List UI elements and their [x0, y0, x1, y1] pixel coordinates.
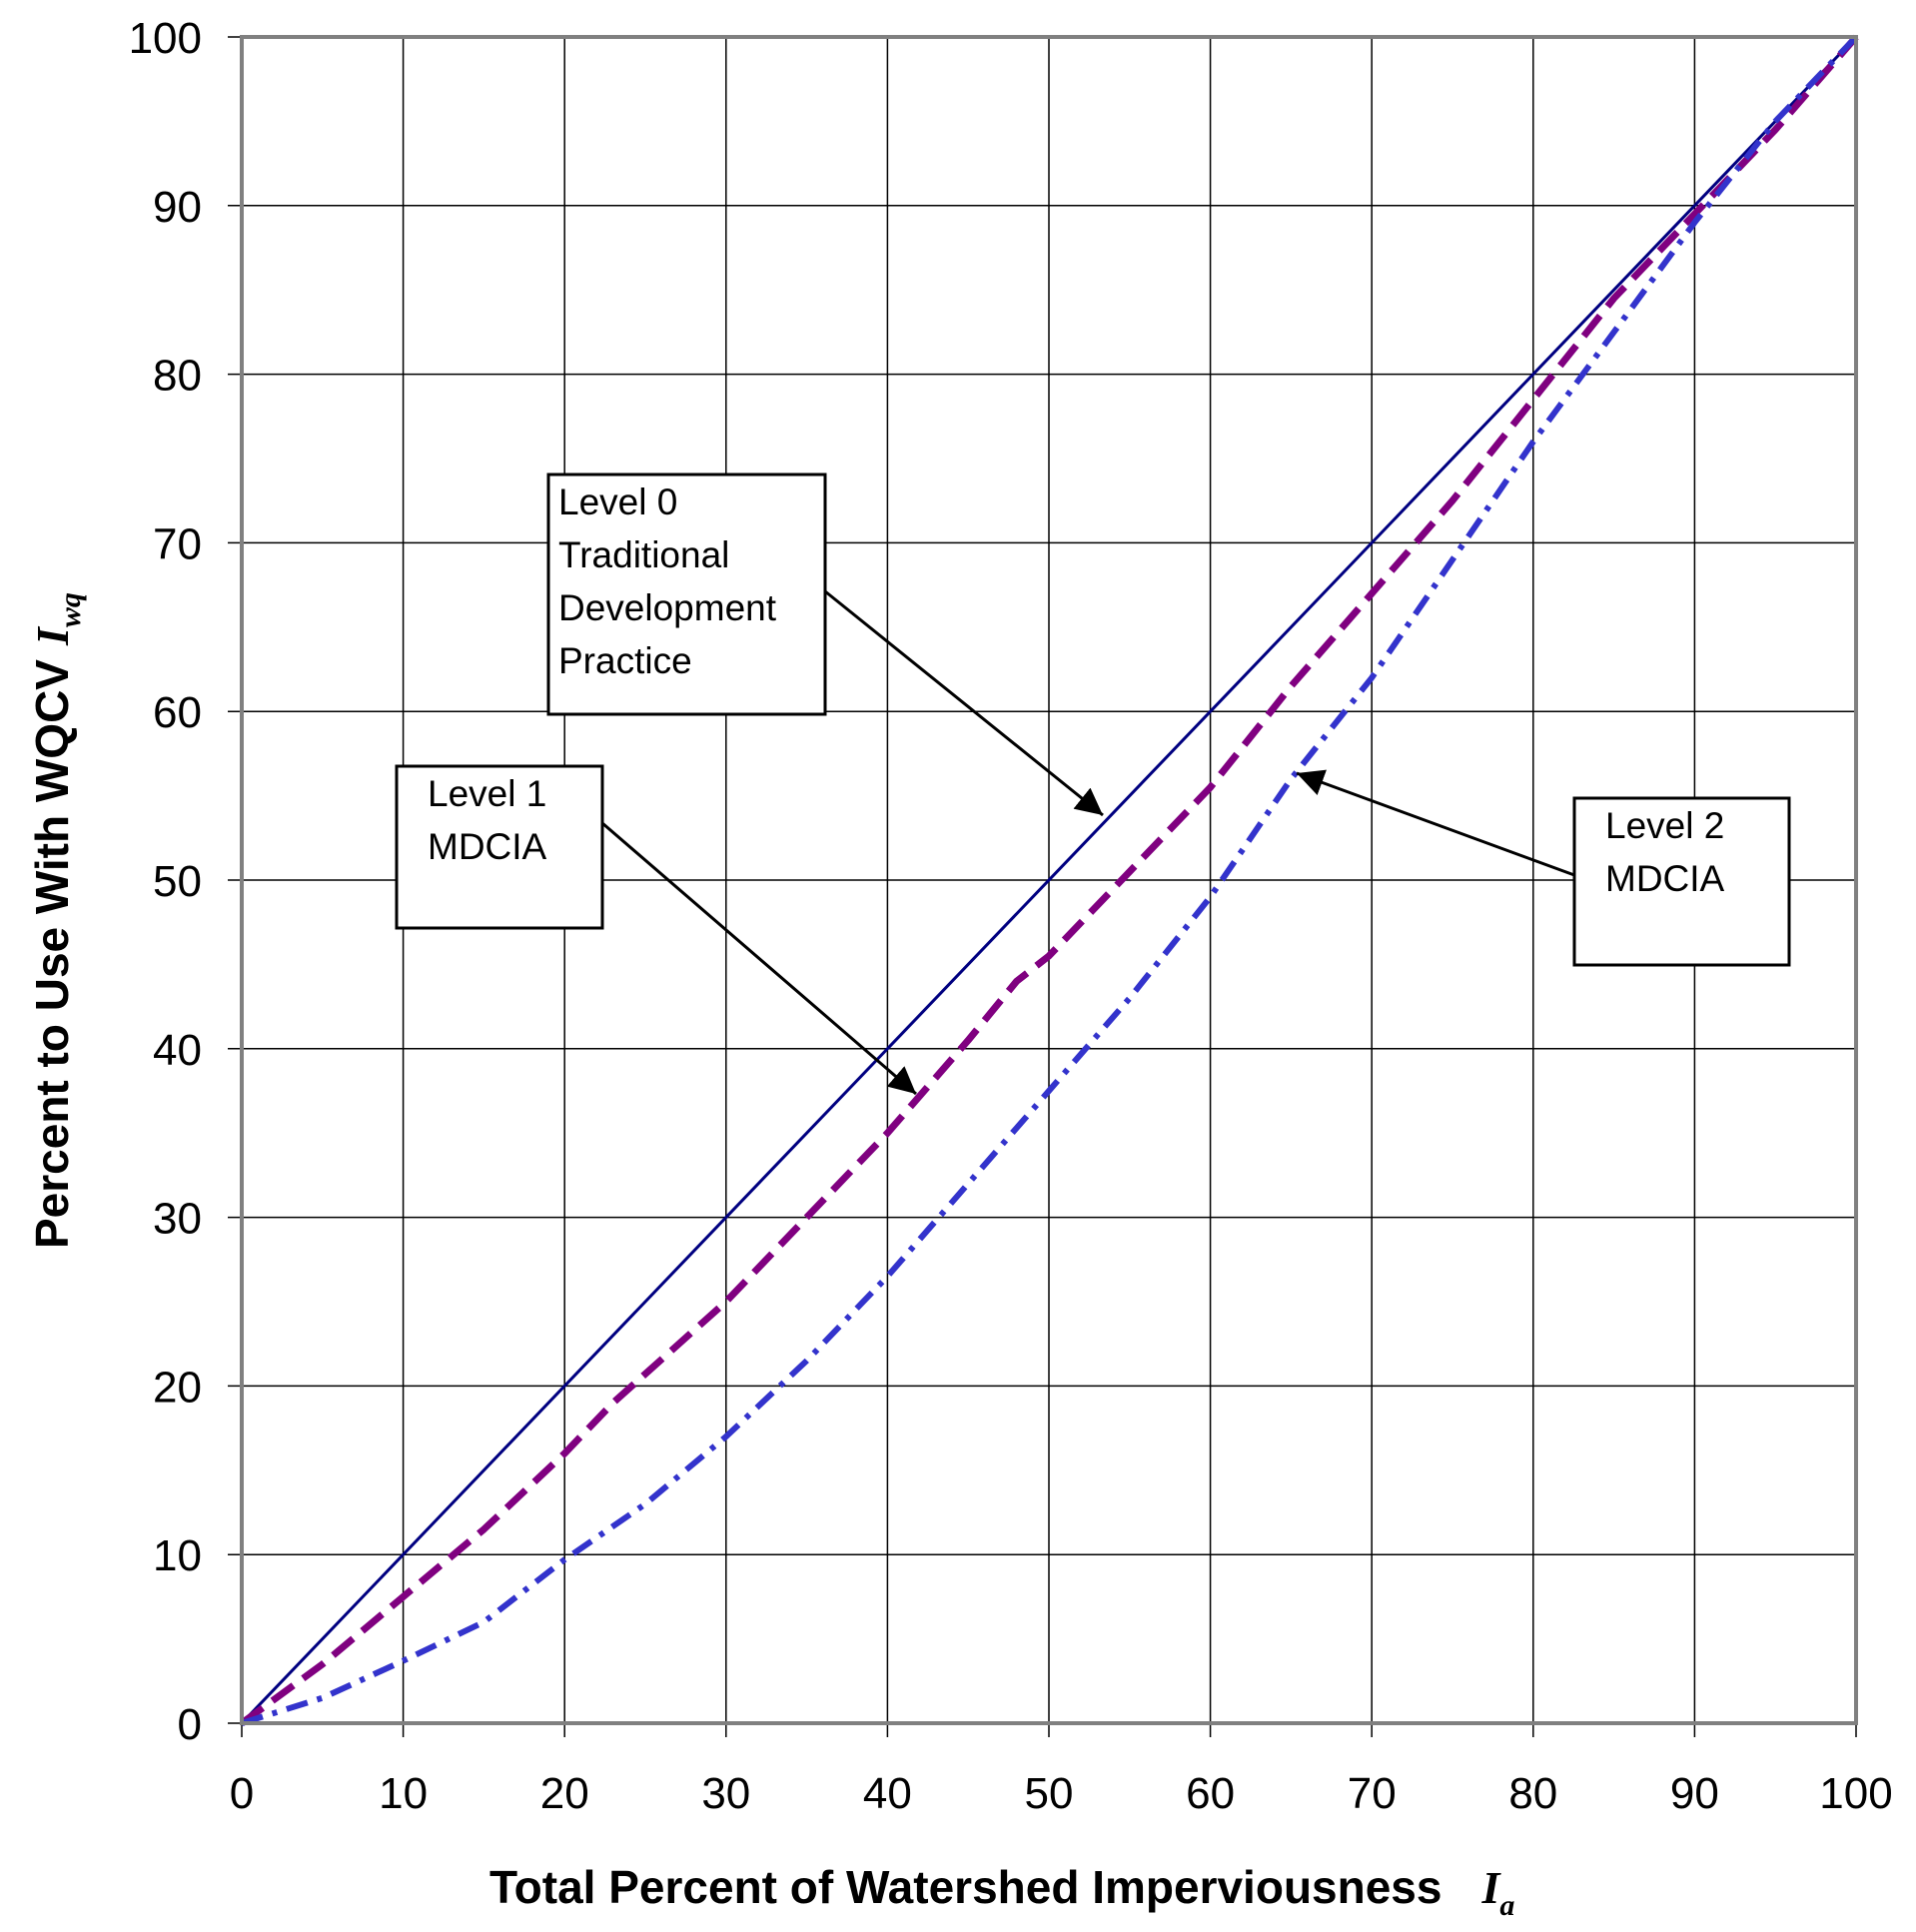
y-tick-label: 90	[153, 183, 202, 232]
annotation-text: MDCIA	[1605, 858, 1725, 899]
annotation-arrow	[601, 821, 917, 1096]
y-tick-label: 40	[153, 1026, 202, 1075]
annotation-box	[395, 764, 604, 930]
annotation-arrow	[824, 589, 1104, 817]
series-lines	[239, 34, 1859, 1726]
annotation-text: Level 2	[1605, 805, 1724, 846]
x-tick-label: 80	[1508, 1769, 1557, 1818]
annotation-box	[1572, 796, 1791, 967]
y-tick-label: 30	[153, 1195, 202, 1244]
annotations: Level 0TraditionalDevelopmentPracticeLev…	[395, 473, 1791, 1096]
tick-labels: 0 10 20 30 40 50 60 70 80 90 100 0 10 20 30 40 50 60 70 80 9…	[129, 14, 1893, 1818]
x-tick-label: 90	[1670, 1769, 1719, 1818]
y-tick-label: 50	[153, 857, 202, 906]
x-tick-label: 100	[1819, 1769, 1892, 1818]
x-tick-label: 20	[540, 1769, 589, 1818]
annotation-text: Traditional	[558, 534, 729, 575]
y-tick-label: 10	[153, 1531, 202, 1580]
y-axis-title: Percent to Use With WQCVIwq	[26, 592, 87, 1249]
y-tick-label: 100	[129, 14, 202, 63]
annotation-level-1: Level 1 MDCIA	[395, 764, 917, 1096]
series-level-1-line	[239, 34, 1859, 1726]
x-tick-label: 30	[701, 1769, 750, 1818]
x-axis-title: Total Percent of Watershed Imperviousnes…	[489, 1861, 1514, 1922]
annotation-text: Level 1	[428, 773, 546, 814]
x-tick-label: 10	[379, 1769, 428, 1818]
plot-frame	[240, 35, 1858, 1725]
annotation-text: Level 0	[558, 482, 677, 522]
y-tick-label: 70	[153, 519, 202, 568]
y-tick-label: 0	[178, 1700, 202, 1749]
y-tick-label: 20	[153, 1363, 202, 1412]
annotation-level-2: Level 2 MDCIA	[1296, 769, 1791, 967]
annotation-text: MDCIA	[428, 826, 547, 867]
annotation-level-0: Level 0 Traditional Development Practice	[546, 473, 1104, 817]
series-level-0-line	[240, 35, 1858, 1725]
x-tick-label: 60	[1186, 1769, 1235, 1818]
annotation-text: Development	[558, 587, 777, 628]
series-level-2-line	[241, 34, 1859, 1726]
annotation-text: Practice	[558, 640, 692, 681]
x-tick-label: 70	[1348, 1769, 1397, 1818]
x-tick-label: 50	[1025, 1769, 1074, 1818]
annotation-arrow	[1296, 769, 1575, 877]
x-tick-label: 0	[230, 1769, 254, 1818]
y-tick-label: 80	[153, 352, 202, 401]
y-tick-label: 60	[153, 688, 202, 737]
annotation-box	[546, 473, 827, 716]
x-tick-label: 40	[863, 1769, 912, 1818]
